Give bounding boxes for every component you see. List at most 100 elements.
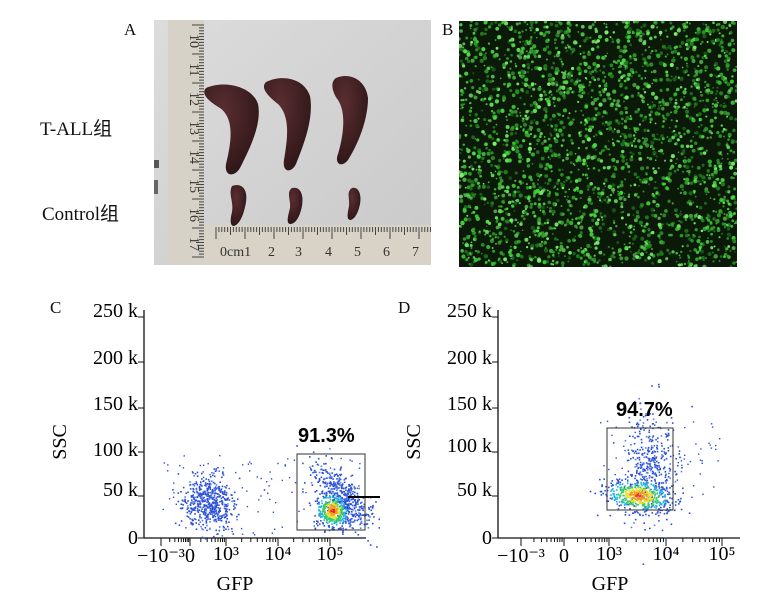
scatter-point: [199, 515, 201, 518]
scatter-point: [172, 489, 174, 491]
scatter-point: [650, 446, 653, 449]
scatter-point: [362, 507, 364, 510]
scatter-point: [341, 518, 344, 521]
fluorescent-cell: [487, 233, 490, 235]
scatter-point: [195, 487, 198, 490]
scatter-point: [328, 472, 331, 475]
scatter-point: [314, 500, 317, 503]
fluorescent-cell: [573, 81, 578, 86]
scatter-point: [669, 468, 672, 471]
fluorescent-cell: [649, 117, 653, 122]
scatter-point: [336, 481, 339, 484]
fluorescent-cell: [700, 218, 705, 223]
fluorescent-cell: [647, 227, 651, 231]
c-y-tick-150k: 150 k: [93, 393, 138, 415]
scatter-point: [221, 516, 223, 518]
scatter-point: [203, 508, 206, 510]
fluorescent-cell: [734, 117, 737, 121]
fluorescent-cell: [535, 243, 540, 248]
scatter-point: [649, 462, 651, 465]
fluorescent-cell: [686, 44, 691, 49]
scatter-point: [666, 487, 668, 490]
fluorescent-cell: [476, 138, 480, 142]
scatter-point: [219, 510, 221, 512]
scatter-point: [212, 502, 215, 505]
fluorescent-cell: [590, 101, 595, 106]
scatter-point: [321, 512, 323, 515]
fluorescent-cell: [634, 144, 638, 148]
scatter-point: [335, 516, 337, 519]
fluorescent-cell: [558, 255, 560, 257]
fluorescent-cell: [643, 82, 647, 86]
fluorescent-cell: [524, 237, 529, 242]
fluorescent-cell: [579, 231, 583, 235]
fluorescent-cell: [577, 83, 583, 89]
fluorescent-cell: [689, 144, 694, 149]
scatter-point: [185, 527, 187, 529]
scatter-point: [323, 505, 326, 507]
scatter-point: [203, 513, 206, 515]
fluorescent-cell: [658, 138, 661, 141]
scatter-point: [340, 467, 342, 470]
c-x-tick-neg: −10⁻³: [137, 545, 185, 567]
fluorescent-cell: [670, 50, 675, 55]
fluorescent-cell: [711, 102, 715, 106]
fluorescent-cell: [531, 60, 534, 64]
scatter-point: [666, 501, 669, 503]
d-y-tick-0: 0: [482, 527, 492, 549]
scatter-point: [222, 491, 224, 493]
fluorescent-cell: [675, 45, 679, 49]
fluorescent-cell: [653, 186, 657, 190]
fluorescent-cell: [594, 40, 598, 44]
fluorescent-cell: [632, 134, 636, 137]
scatter-point: [358, 509, 360, 512]
scatter-point: [356, 514, 359, 516]
fluorescent-cell: [640, 203, 644, 207]
scatter-point: [664, 453, 667, 456]
fluorescent-cell: [716, 213, 721, 218]
fluorescent-cell: [464, 71, 469, 76]
fluorescent-cell: [727, 185, 731, 189]
fluorescent-cell: [543, 107, 548, 112]
scatter-point: [650, 468, 653, 471]
fluorescent-cell: [547, 102, 551, 107]
fluorescent-cell: [635, 214, 640, 219]
fluorescent-cell: [704, 104, 707, 107]
scatter-point: [669, 470, 671, 472]
fluorescent-cell: [522, 174, 527, 179]
scatter-point: [340, 512, 342, 514]
scatter-point: [356, 501, 359, 503]
scatter-point: [357, 534, 360, 536]
fluorescent-cell: [530, 95, 533, 98]
fluorescent-cell: [605, 25, 608, 29]
fluorescent-cell: [697, 65, 700, 68]
scatter-point: [332, 517, 335, 519]
fluorescent-cell: [727, 245, 731, 248]
fluorescent-cell: [483, 53, 487, 57]
fluorescent-cell: [609, 193, 613, 197]
scatter-point: [219, 515, 221, 517]
fluorescent-cell: [729, 164, 732, 167]
fluorescent-cell: [724, 245, 726, 248]
fluorescent-cell: [668, 233, 671, 237]
fluorescent-cell: [560, 60, 563, 63]
scatter-point: [654, 466, 656, 468]
fluorescent-cell: [607, 184, 612, 189]
fluorescent-cell: [518, 35, 522, 39]
scatter-point: [646, 465, 649, 468]
scatter-point: [342, 520, 345, 523]
scatter-point: [628, 421, 631, 424]
scatter-point: [325, 494, 328, 497]
fluorescent-cell: [719, 167, 723, 171]
fluorescent-cell: [461, 254, 466, 259]
fluorescent-cell: [688, 173, 691, 176]
fluorescent-cell: [717, 80, 722, 85]
fluorescent-cell: [702, 22, 705, 26]
fluorescent-cell: [606, 30, 608, 33]
scatter-point: [339, 508, 342, 511]
scatter-point: [305, 491, 307, 494]
fluorescent-cell: [509, 245, 512, 248]
c-y-tick-100k: 100 k: [93, 439, 138, 461]
fluorescent-cell: [506, 261, 509, 264]
scatter-point: [241, 487, 244, 489]
